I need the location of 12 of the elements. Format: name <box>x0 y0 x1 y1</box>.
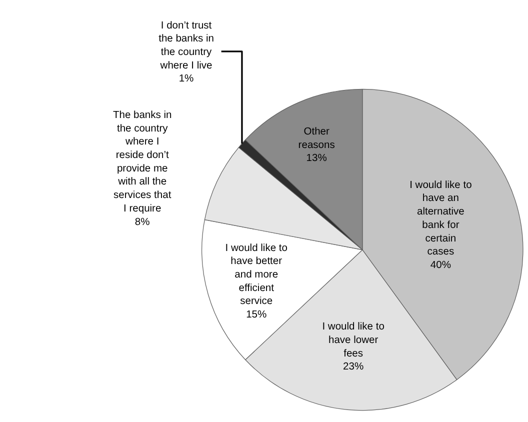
data-label: 15% <box>246 310 267 321</box>
data-label: 8% <box>134 216 150 228</box>
slice-label: I would like to have lower fees <box>322 322 385 360</box>
data-label: 1% <box>178 74 194 85</box>
data-label: 40% <box>430 260 451 271</box>
data-label: 13% <box>306 153 327 164</box>
slice-label: I would like to have an alternative bank for certain cases <box>410 180 472 258</box>
slice-label: I don’t trust the banks in the country where I live <box>158 20 214 72</box>
slice-label: The banks in the country where I reside don’t provide me with all the services that I require <box>112 110 172 214</box>
slice-label: Other reasons <box>298 126 335 151</box>
data-label: 23% <box>343 362 364 373</box>
slice-label: I would like to have better and more efficient service <box>225 242 288 308</box>
